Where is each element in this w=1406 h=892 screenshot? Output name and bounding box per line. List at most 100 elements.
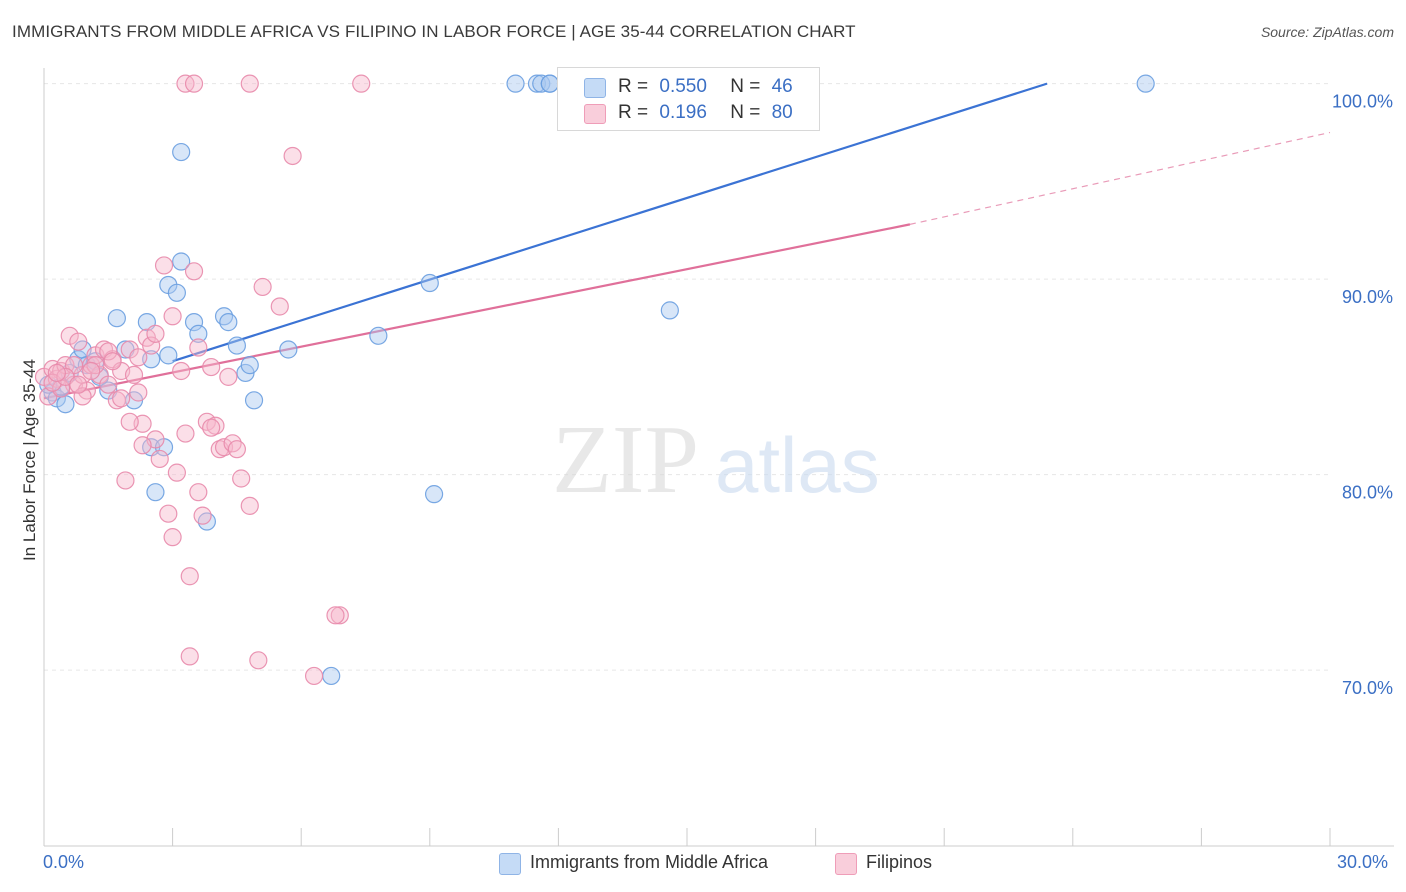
point-filipinos (47, 363, 66, 383)
point-middle-africa (184, 313, 204, 332)
point-filipinos (180, 647, 199, 666)
point-middle-africa (322, 666, 341, 686)
point-filipinos (163, 307, 182, 326)
point-filipinos (73, 387, 92, 406)
point-middle-africa (56, 395, 75, 414)
point-middle-africa (424, 485, 444, 504)
point-filipinos (99, 375, 118, 394)
point-filipinos (232, 469, 251, 488)
legend-r-label: R = (618, 102, 649, 123)
source-label: Source: ZipAtlas.com (1260, 24, 1394, 40)
point-filipinos (129, 348, 148, 367)
point-filipinos (193, 506, 212, 525)
point-filipinos (69, 332, 88, 351)
watermark: ZIP atlas (552, 406, 880, 514)
point-filipinos (326, 606, 345, 625)
point-filipinos (249, 651, 268, 670)
point-filipinos (202, 357, 221, 377)
point-middle-africa (506, 74, 525, 93)
point-middle-africa (279, 340, 298, 359)
legend-label-filipinos: Filipinos (866, 852, 933, 872)
point-filipinos (159, 504, 178, 523)
y-axis-title: In Labor Force | Age 35-44 (20, 359, 39, 561)
point-filipinos (240, 74, 259, 93)
point-middle-africa (420, 273, 439, 293)
point-filipinos (180, 567, 199, 586)
x-tick-label-max: 30.0% (1337, 852, 1389, 872)
legend-r-value-blue: 0.550 (659, 76, 707, 97)
point-filipinos (227, 440, 246, 459)
legend-n-value-blue: 46 (771, 76, 793, 97)
data-points (34, 74, 1155, 686)
legend-n-value-pink: 80 (771, 102, 793, 123)
watermark-atlas: atlas (715, 421, 880, 509)
point-filipinos (103, 352, 122, 371)
point-filipinos (189, 338, 208, 357)
point-filipinos (219, 367, 238, 386)
point-filipinos (69, 375, 88, 394)
point-filipinos (304, 666, 324, 686)
point-middle-africa (244, 391, 264, 410)
trend-line-filipinos-extension (909, 131, 1331, 225)
x-tick-label-min: 0.0% (43, 852, 85, 872)
point-filipinos (202, 418, 221, 437)
point-filipinos (283, 146, 302, 166)
point-filipinos (253, 277, 272, 297)
point-filipinos (184, 262, 204, 281)
trend-lines (43, 82, 1331, 400)
point-filipinos (150, 449, 169, 469)
point-middle-africa (172, 142, 191, 162)
point-middle-africa (540, 74, 559, 93)
legend-n-label: N = (730, 76, 761, 97)
legend-swatch-pink (584, 104, 606, 124)
axes (43, 68, 1394, 847)
point-filipinos (146, 324, 165, 343)
y-tick-label: 100.0% (1332, 92, 1393, 112)
y-tick-label: 80.0% (1342, 483, 1393, 503)
point-filipinos (352, 74, 371, 93)
point-middle-africa (146, 483, 165, 502)
point-middle-africa (189, 324, 208, 343)
point-middle-africa (219, 313, 238, 332)
watermark-zip: ZIP (552, 406, 699, 514)
point-filipinos (154, 256, 174, 275)
point-middle-africa (172, 252, 191, 271)
point-middle-africa (660, 301, 679, 320)
point-middle-africa (240, 356, 259, 375)
point-middle-africa (527, 74, 547, 93)
stats-legend: R = 0.550 N = 46 R = 0.196 N = 80 (557, 67, 820, 131)
point-middle-africa (369, 326, 388, 345)
chart-title: IMMIGRANTS FROM MIDDLE AFRICA VS FILIPIN… (12, 22, 856, 41)
point-filipinos (330, 606, 349, 625)
point-filipinos (270, 297, 289, 316)
legend-label-middle-africa: Immigrants from Middle Africa (530, 852, 769, 872)
point-filipinos (172, 361, 191, 381)
point-filipinos (167, 463, 186, 482)
trend-line-middle-africa (172, 82, 1048, 363)
point-filipinos (99, 342, 118, 361)
point-middle-africa (1136, 74, 1155, 93)
legend-swatch-middle-africa (499, 853, 521, 875)
y-tick-label: 70.0% (1342, 678, 1393, 698)
legend-n-label: N = (730, 102, 761, 123)
point-middle-africa (107, 309, 126, 328)
point-middle-africa (167, 283, 186, 302)
point-middle-africa (227, 336, 246, 355)
point-filipinos (189, 483, 208, 502)
point-middle-africa (159, 346, 178, 365)
legend-r-label: R = (618, 76, 649, 97)
legend-r-value-pink: 0.196 (659, 102, 707, 123)
legend-swatch-filipinos (835, 853, 857, 875)
point-filipinos (240, 496, 259, 515)
point-filipinos (163, 528, 182, 547)
trend-line-filipinos (43, 223, 911, 400)
y-tick-labels: 70.0% 80.0% 90.0% 100.0% (1332, 92, 1393, 698)
y-tick-label: 90.0% (1342, 287, 1393, 307)
point-filipinos (124, 365, 144, 384)
point-filipinos (176, 424, 195, 443)
point-filipinos (112, 389, 131, 408)
point-filipinos (82, 361, 101, 381)
point-filipinos (120, 412, 139, 431)
point-filipinos (116, 471, 135, 490)
